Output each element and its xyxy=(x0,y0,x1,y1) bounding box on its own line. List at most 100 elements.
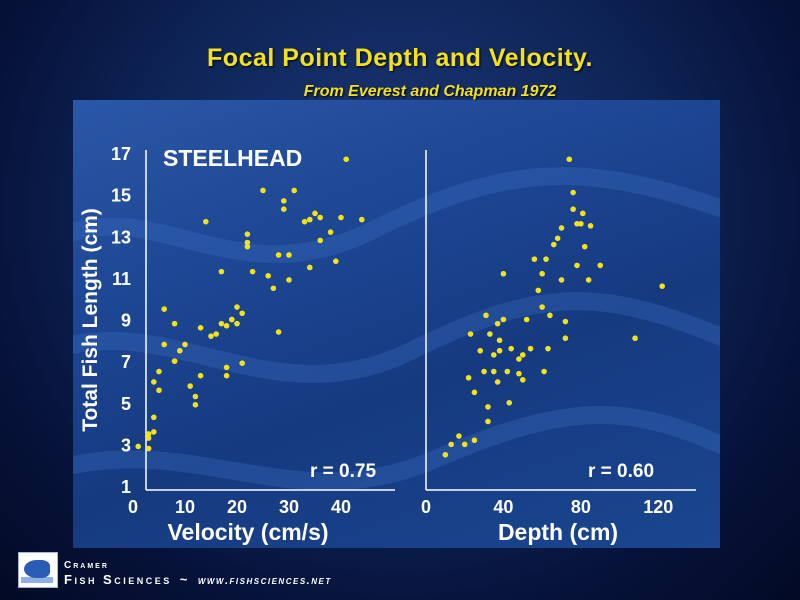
data-point xyxy=(496,337,503,344)
data-point xyxy=(547,312,553,319)
brand-main-text: Fish Sciences ~ www.fishsciences.net xyxy=(64,572,332,587)
data-point xyxy=(490,368,497,375)
data-point xyxy=(333,258,339,265)
y-tick-label: 15 xyxy=(111,186,131,206)
data-point xyxy=(494,320,501,327)
data-point xyxy=(270,285,277,292)
data-point xyxy=(574,262,580,269)
data-point xyxy=(483,312,489,319)
data-point xyxy=(500,316,507,323)
data-point xyxy=(539,304,545,310)
brand-top-text: Cramer xyxy=(64,560,109,571)
data-point xyxy=(286,252,292,258)
data-point xyxy=(477,347,484,354)
data-point xyxy=(516,370,522,377)
data-point xyxy=(587,223,594,229)
data-point xyxy=(558,225,565,231)
x-tick-label: 40 xyxy=(493,497,513,517)
data-point xyxy=(234,320,240,327)
data-point xyxy=(465,374,472,381)
data-point xyxy=(485,404,491,410)
data-point xyxy=(659,283,665,289)
data-point xyxy=(307,264,313,271)
data-point xyxy=(203,218,209,225)
data-point xyxy=(177,347,183,354)
data-point xyxy=(562,318,569,325)
data-point xyxy=(223,322,230,329)
y-tick-label: 9 xyxy=(121,311,131,331)
data-point xyxy=(570,189,576,196)
data-point xyxy=(301,218,308,225)
data-point xyxy=(156,387,162,394)
data-point xyxy=(558,277,565,283)
data-point xyxy=(481,368,487,375)
data-point xyxy=(281,206,287,212)
data-point xyxy=(487,331,493,337)
y-tick-label: 13 xyxy=(111,227,131,247)
data-point xyxy=(312,210,318,217)
data-point xyxy=(535,287,542,294)
water-background xyxy=(73,167,720,491)
data-point xyxy=(286,277,292,283)
data-point xyxy=(581,243,588,250)
data-point xyxy=(585,277,592,283)
data-point xyxy=(523,316,530,323)
chart-title: Focal Point Depth and Velocity. xyxy=(207,44,593,72)
data-point xyxy=(223,364,230,371)
data-point xyxy=(500,270,507,277)
data-point xyxy=(151,379,157,385)
data-point xyxy=(171,358,178,364)
data-point xyxy=(578,220,584,227)
data-point xyxy=(218,320,225,327)
x-tick-label: 40 xyxy=(331,497,351,517)
data-point xyxy=(234,304,240,310)
data-point xyxy=(156,368,162,375)
data-point xyxy=(145,435,152,441)
correlation-label: r = 0.75 xyxy=(310,461,376,482)
data-point xyxy=(545,345,551,352)
data-point xyxy=(442,451,449,458)
x-tick-label: 0 xyxy=(421,497,431,517)
data-point xyxy=(554,235,561,242)
y-tick-label: 3 xyxy=(121,435,131,455)
data-point xyxy=(541,368,547,375)
data-point xyxy=(244,243,251,250)
data-point xyxy=(471,437,478,444)
data-point xyxy=(151,429,157,435)
data-point xyxy=(485,418,491,425)
data-point xyxy=(580,210,586,217)
x-tick-label: 10 xyxy=(175,497,195,517)
logo-icon xyxy=(18,552,58,588)
species-label: STEELHEAD xyxy=(163,145,302,171)
data-point xyxy=(281,198,287,204)
data-point xyxy=(456,433,462,439)
data-point xyxy=(566,156,573,163)
y-tick-label: 11 xyxy=(112,269,131,289)
footer-brand: Cramer Fish Sciences ~ www.fishsciences.ne… xyxy=(18,550,438,590)
data-point xyxy=(317,237,323,244)
data-point xyxy=(574,220,580,227)
y-tick-label: 5 xyxy=(121,394,131,414)
x-tick-label: 80 xyxy=(571,497,591,517)
data-point xyxy=(467,331,474,337)
data-point xyxy=(192,393,199,400)
chart-panel: 1 3 5 7 9 11 13 15 17 Total Fish Length (cm) STEEL… xyxy=(73,100,720,548)
data-point xyxy=(508,345,514,352)
y-tick-label: 1 xyxy=(121,477,131,497)
data-point xyxy=(249,268,256,275)
data-point xyxy=(359,216,365,223)
data-point xyxy=(317,214,323,221)
data-point xyxy=(145,431,152,437)
data-point xyxy=(550,241,557,248)
data-point xyxy=(187,383,193,389)
data-point xyxy=(218,268,225,275)
data-point xyxy=(229,316,235,323)
data-point xyxy=(244,239,251,246)
data-point xyxy=(570,206,576,212)
y-tick-label: 7 xyxy=(121,352,131,372)
x-tick-label: 30 xyxy=(279,497,299,517)
data-point xyxy=(539,270,545,277)
chart-subtitle: From Everest and Chapman 1972 xyxy=(303,83,557,100)
data-point xyxy=(327,229,334,235)
